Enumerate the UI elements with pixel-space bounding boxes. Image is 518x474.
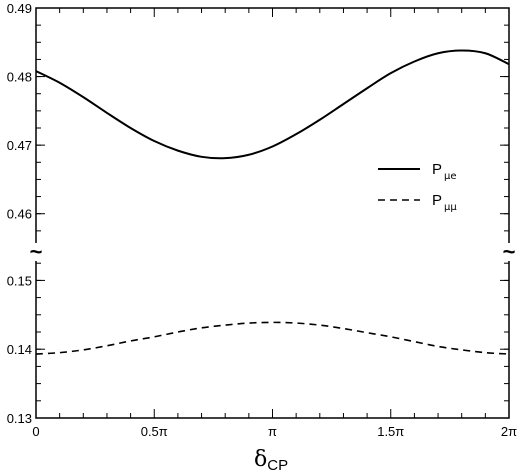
series-lines: [35, 49, 510, 355]
legend-label-p-mue-main: P: [432, 161, 442, 178]
axis-break-gap: [28, 243, 44, 261]
axis-break-mark: ~: [30, 239, 43, 264]
axis-ticks: [35, 7, 510, 419]
x-tick-label: π: [268, 424, 277, 439]
x-axis-label-sub: CP: [267, 457, 288, 474]
x-axis-label-main: δ: [254, 447, 267, 472]
series-line-p-mue: [35, 49, 510, 160]
series-line-p-mumu: [35, 321, 510, 355]
legend-label-p-mumu-main: P: [432, 192, 442, 209]
axis-break-gap: [501, 243, 517, 261]
legend-label-p-mue-sub: μe: [444, 171, 457, 182]
x-tick-label: 0: [32, 424, 39, 439]
y-tick-label-upper: 0.48: [7, 70, 32, 85]
y-tick-label-lower: 0.14: [7, 342, 32, 357]
x-tick-label: 2π: [501, 424, 517, 439]
axis-break-marks: ~ ~: [28, 239, 517, 264]
y-tick-label-upper: 0.47: [7, 138, 32, 153]
y-tick-label-lower: 0.15: [7, 273, 32, 288]
plot-frame: [35, 7, 510, 419]
x-axis-label: δCP: [254, 447, 288, 474]
y-tick-label-lower: 0.13: [7, 411, 32, 426]
x-tick-label: 1.5π: [377, 424, 404, 439]
axis-break-mark: ~: [503, 239, 516, 264]
y-tick-label-upper: 0.46: [7, 207, 32, 222]
x-tick-label: 0.5π: [141, 424, 168, 439]
plot-border: [35, 7, 510, 419]
tick-labels: 0 0.5π π 1.5π 2π 0.46 0.47 0.48 0.49 0.13 0.14 0.15: [7, 1, 517, 439]
y-tick-label-upper: 0.49: [7, 1, 32, 16]
legend-label-p-mumu-sub: μμ: [444, 202, 457, 213]
